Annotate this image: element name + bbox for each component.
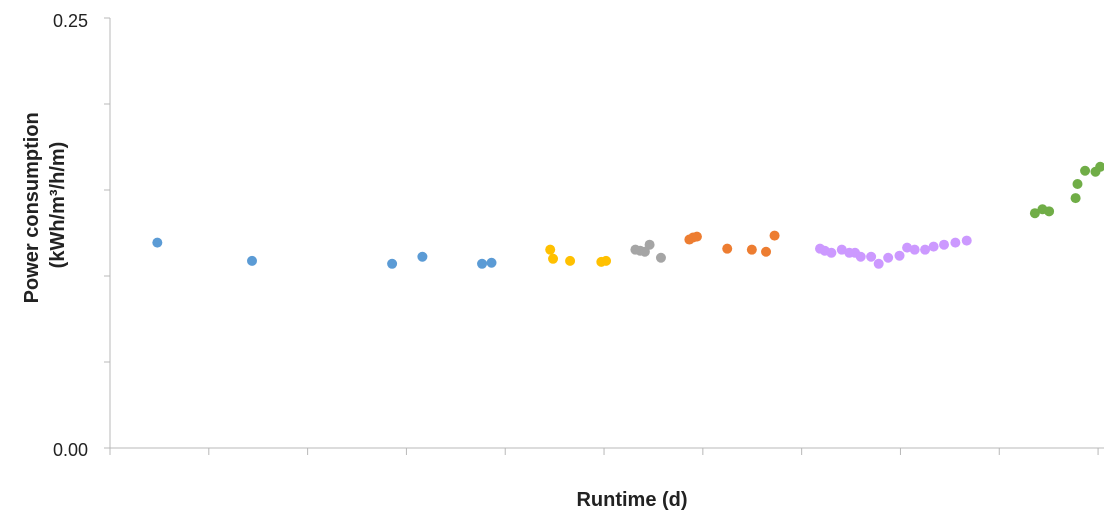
series-6 bbox=[1029, 161, 1104, 219]
y-axis-title-line2: (kWh/m³/h/m) bbox=[47, 142, 69, 269]
data-point bbox=[939, 239, 950, 250]
series-1 bbox=[152, 237, 497, 269]
data-point bbox=[548, 253, 559, 264]
data-point bbox=[855, 251, 866, 262]
data-point bbox=[883, 252, 894, 263]
data-point bbox=[1072, 178, 1083, 189]
data-point bbox=[836, 244, 847, 255]
data-point bbox=[873, 258, 884, 269]
data-point bbox=[1044, 206, 1055, 217]
data-point bbox=[902, 242, 913, 253]
y-axis-title: Power consumption (kWh/m³/h/m) bbox=[21, 107, 69, 304]
data-point bbox=[909, 244, 920, 255]
data-point bbox=[894, 250, 905, 261]
data-point bbox=[769, 230, 780, 241]
data-point bbox=[1095, 161, 1104, 172]
data-point bbox=[152, 237, 163, 248]
y-tick-label-bottom: 0.00 bbox=[53, 440, 88, 460]
data-point bbox=[639, 246, 650, 257]
data-points bbox=[152, 161, 1104, 269]
data-point bbox=[1070, 193, 1081, 204]
data-point bbox=[477, 258, 488, 269]
data-point bbox=[417, 251, 428, 262]
data-point bbox=[722, 243, 733, 254]
data-point bbox=[644, 239, 655, 250]
data-point bbox=[1080, 165, 1091, 176]
series-3 bbox=[630, 239, 666, 263]
y-axis-title-line1: Power consumption bbox=[21, 112, 43, 303]
data-point bbox=[601, 255, 612, 266]
y-tick-label-top: 0.25 bbox=[53, 11, 88, 31]
data-point bbox=[545, 244, 556, 255]
data-point bbox=[746, 244, 757, 255]
data-point bbox=[565, 255, 576, 266]
data-point bbox=[655, 252, 666, 263]
data-point bbox=[866, 251, 877, 262]
data-point bbox=[691, 231, 702, 242]
data-point bbox=[961, 235, 972, 246]
data-point bbox=[950, 237, 961, 248]
data-point bbox=[1029, 208, 1040, 219]
x-axis-title: Runtime (d) bbox=[576, 489, 687, 511]
series-5 bbox=[815, 235, 972, 269]
axes bbox=[104, 17, 1104, 455]
data-point bbox=[826, 247, 837, 258]
data-point bbox=[920, 244, 931, 255]
data-point bbox=[247, 255, 257, 266]
data-point bbox=[928, 241, 939, 252]
data-point bbox=[387, 258, 398, 269]
data-point bbox=[486, 257, 497, 268]
data-point bbox=[761, 246, 772, 257]
series-2 bbox=[545, 244, 612, 267]
series-4 bbox=[684, 230, 780, 257]
